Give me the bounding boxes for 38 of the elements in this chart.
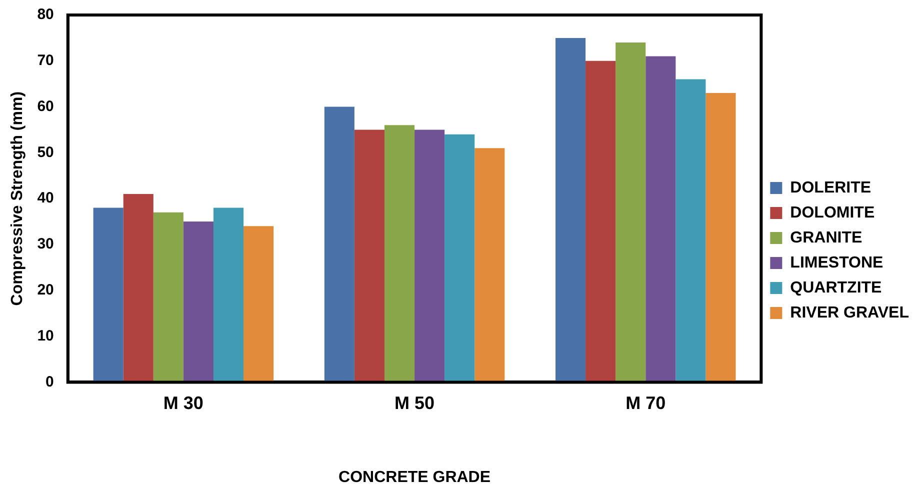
- bar: [183, 222, 214, 382]
- bar: [474, 148, 505, 382]
- x-tick-label: M 70: [626, 392, 666, 413]
- y-tick-label: 50: [37, 144, 54, 161]
- bar: [354, 130, 384, 382]
- y-tick-label: 0: [46, 373, 54, 390]
- bar: [153, 212, 184, 382]
- y-tick-label: 30: [37, 236, 54, 253]
- y-tick-label: 40: [37, 190, 54, 207]
- bar: [616, 42, 646, 382]
- y-tick-label: 80: [37, 6, 54, 24]
- bar: [93, 208, 124, 382]
- bar: [555, 38, 586, 382]
- bar: [706, 93, 736, 382]
- y-tick-label: 10: [37, 327, 54, 344]
- bar: [213, 208, 244, 382]
- legend-label: DOLOMITE: [790, 204, 875, 222]
- bar: [324, 106, 354, 382]
- legend-label: QUARTZITE: [790, 279, 882, 296]
- x-tick-label: M 30: [163, 392, 204, 413]
- bar: [244, 226, 274, 382]
- legend-label: LIMESTONE: [790, 254, 884, 272]
- legend-label: DOLERITE: [790, 179, 872, 196]
- x-axis-title: CONCRETE GRADE: [338, 468, 491, 486]
- legend-label: GRANITE: [790, 229, 862, 246]
- bar: [586, 60, 616, 382]
- y-axis-title: Compressive Strength (mm): [9, 91, 26, 306]
- bar: [646, 56, 676, 382]
- legend-label: RIVER GRAVEL: [790, 304, 910, 322]
- bar: [414, 130, 445, 382]
- y-tick-label: 20: [37, 282, 54, 299]
- bar: [384, 125, 415, 382]
- x-tick-label: M 50: [394, 392, 435, 413]
- bar: [676, 79, 706, 382]
- bar: [123, 194, 154, 382]
- y-tick-label: 70: [37, 52, 54, 70]
- y-tick-label: 60: [37, 98, 54, 115]
- bar: [444, 134, 475, 382]
